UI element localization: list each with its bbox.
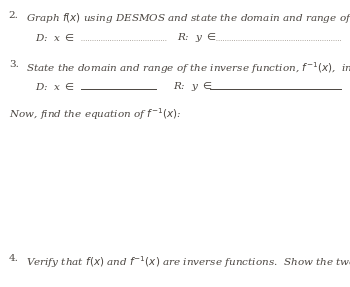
Text: D:  x $\in$: D: x $\in$ xyxy=(35,32,75,43)
Text: 3.: 3. xyxy=(9,60,19,69)
Text: 2.: 2. xyxy=(9,11,19,20)
Text: Graph $f(x)$ using DESMOS and state the domain and range of this function in int: Graph $f(x)$ using DESMOS and state the … xyxy=(26,11,350,26)
Text: 4.: 4. xyxy=(9,254,19,263)
Text: D:  x $\in$: D: x $\in$ xyxy=(35,81,75,92)
Text: State the domain and range of the inverse function, $f^{-1}(x)$,  in interval no: State the domain and range of the invers… xyxy=(26,60,350,76)
Text: Verify that $f(x)$ and $f^{-1}(x)$ are inverse functions.  Show the two parts of: Verify that $f(x)$ and $f^{-1}(x)$ are i… xyxy=(26,254,350,270)
Text: Now, find the equation of $f^{-1}(x)$:: Now, find the equation of $f^{-1}(x)$: xyxy=(9,106,181,122)
Text: R:  y $\in$: R: y $\in$ xyxy=(173,79,213,93)
Text: R:  y $\in$: R: y $\in$ xyxy=(177,31,216,44)
